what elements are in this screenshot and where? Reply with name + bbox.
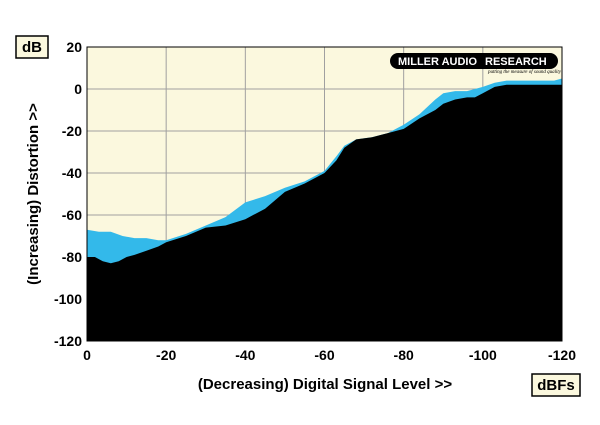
- x-tick-label: -20: [156, 347, 176, 363]
- y-tick-label: -120: [54, 333, 82, 349]
- x-tick-label: -100: [469, 347, 497, 363]
- plot-border: [86, 46, 563, 342]
- y-unit-label: dB: [22, 39, 42, 56]
- x-axis-title: (Decreasing) Digital Signal Level >>: [198, 376, 452, 393]
- x-tick-label: 0: [83, 347, 91, 363]
- x-unit-box: dBFs: [531, 373, 581, 397]
- series-group: [87, 78, 562, 342]
- x-tick-label: -120: [548, 347, 576, 363]
- y-tick-label: -60: [62, 207, 82, 223]
- x-tick-label: -40: [235, 347, 255, 363]
- y-tick-label: -80: [62, 249, 82, 265]
- y-tick-label: 20: [66, 39, 82, 55]
- y-axis-title: (Increasing) Distortion >>: [25, 103, 42, 285]
- y-tick-label: -100: [54, 291, 82, 307]
- logo-text-right: RESEARCH: [485, 56, 547, 68]
- x-tick-label: -80: [394, 347, 414, 363]
- x-unit-label: dBFs: [537, 377, 575, 394]
- logo-text-left: MILLER AUDIO: [398, 56, 477, 68]
- x-tick-label: -60: [314, 347, 334, 363]
- y-unit-box: dB: [15, 35, 49, 59]
- logo-tagline: putting the measure of sound quality: [487, 70, 562, 75]
- y-tick-label: 0: [74, 81, 82, 97]
- x-tick-labels: 0 -20 -40 -60 -80 -100 -120: [83, 347, 576, 363]
- y-tick-label: -40: [62, 165, 82, 181]
- miller-audio-research-logo: MILLER AUDIO RESEARCH putting the measur…: [390, 53, 562, 75]
- y-tick-labels: 20 0 -20 -40 -60 -80 -100 -120: [54, 39, 82, 349]
- y-tick-label: -20: [62, 123, 82, 139]
- series-area-1: [87, 84, 562, 342]
